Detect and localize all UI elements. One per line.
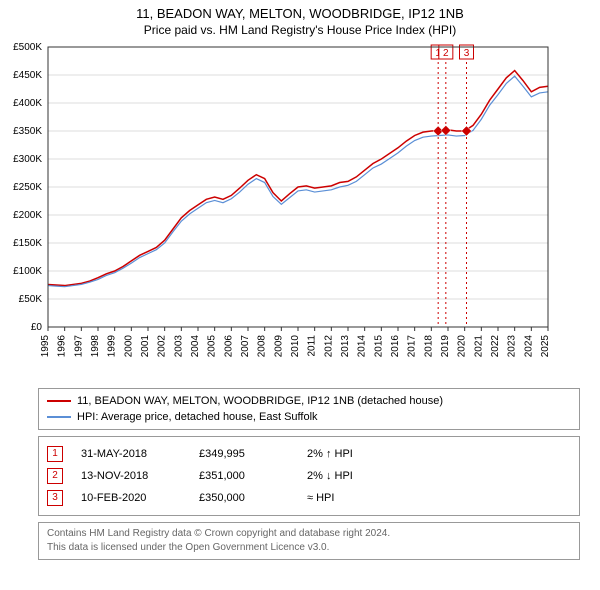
sale-price: £351,000 xyxy=(199,465,289,487)
svg-text:2013: 2013 xyxy=(340,335,351,358)
svg-text:2010: 2010 xyxy=(290,335,301,358)
svg-text:£400K: £400K xyxy=(13,98,42,109)
svg-text:2021: 2021 xyxy=(473,335,484,358)
sale-date: 10-FEB-2020 xyxy=(81,487,181,509)
svg-text:1998: 1998 xyxy=(90,335,101,358)
svg-text:1996: 1996 xyxy=(57,335,68,358)
legend-row: 11, BEADON WAY, MELTON, WOODBRIDGE, IP12… xyxy=(47,393,571,409)
sale-marker: 1 xyxy=(47,446,63,462)
legend-label: 11, BEADON WAY, MELTON, WOODBRIDGE, IP12… xyxy=(77,393,443,409)
svg-text:2022: 2022 xyxy=(490,335,501,358)
sale-price: £349,995 xyxy=(199,443,289,465)
svg-text:1999: 1999 xyxy=(107,335,118,358)
svg-text:£250K: £250K xyxy=(13,182,42,193)
sale-hpi: ≈ HPI xyxy=(307,487,397,509)
legend-swatch xyxy=(47,400,71,402)
legend-swatch xyxy=(47,416,71,418)
svg-text:2016: 2016 xyxy=(390,335,401,358)
sale-marker: 2 xyxy=(47,468,63,484)
title-subtitle: Price paid vs. HM Land Registry's House … xyxy=(0,23,600,37)
sale-row: 3 10-FEB-2020 £350,000 ≈ HPI xyxy=(47,487,571,509)
legend-box: 11, BEADON WAY, MELTON, WOODBRIDGE, IP12… xyxy=(38,388,580,430)
chart-titles: 11, BEADON WAY, MELTON, WOODBRIDGE, IP12… xyxy=(0,0,600,37)
svg-text:£50K: £50K xyxy=(19,294,43,305)
svg-text:£500K: £500K xyxy=(13,42,42,53)
svg-text:1997: 1997 xyxy=(73,335,84,358)
footer-line2: This data is licensed under the Open Gov… xyxy=(47,541,571,555)
svg-text:3: 3 xyxy=(464,48,470,59)
sale-date: 13-NOV-2018 xyxy=(81,465,181,487)
svg-text:2008: 2008 xyxy=(257,335,268,358)
sales-box: 1 31-MAY-2018 £349,995 2% ↑ HPI 2 13-NOV-2018… xyxy=(38,436,580,516)
svg-text:2024: 2024 xyxy=(523,335,534,358)
svg-text:2: 2 xyxy=(443,48,449,59)
svg-text:2001: 2001 xyxy=(140,335,151,358)
svg-text:2003: 2003 xyxy=(173,335,184,358)
svg-text:£200K: £200K xyxy=(13,210,42,221)
svg-text:2019: 2019 xyxy=(440,335,451,358)
svg-text:£150K: £150K xyxy=(13,238,42,249)
chart-container: 11, BEADON WAY, MELTON, WOODBRIDGE, IP12… xyxy=(0,0,600,560)
sale-hpi: 2% ↑ HPI xyxy=(307,443,397,465)
svg-text:2006: 2006 xyxy=(223,335,234,358)
svg-text:2007: 2007 xyxy=(240,335,251,358)
chart-area: £0 £50K £100K £150K £200K £250K £300K £350K £400… xyxy=(0,37,600,382)
title-address: 11, BEADON WAY, MELTON, WOODBRIDGE, IP12… xyxy=(0,6,600,21)
svg-text:£100K: £100K xyxy=(13,266,42,277)
footer-box: Contains HM Land Registry data © Crown c… xyxy=(38,522,580,560)
line-chart-svg: £0 £50K £100K £150K £200K £250K £300K £350K £400… xyxy=(0,37,560,377)
svg-text:2011: 2011 xyxy=(307,335,318,357)
svg-text:2002: 2002 xyxy=(157,335,168,358)
legend-row: HPI: Average price, detached house, East… xyxy=(47,409,571,425)
sale-row: 1 31-MAY-2018 £349,995 2% ↑ HPI xyxy=(47,443,571,465)
sale-date: 31-MAY-2018 xyxy=(81,443,181,465)
svg-text:2023: 2023 xyxy=(507,335,518,358)
sale-row: 2 13-NOV-2018 £351,000 2% ↓ HPI xyxy=(47,465,571,487)
sale-hpi: 2% ↓ HPI xyxy=(307,465,397,487)
svg-text:2005: 2005 xyxy=(207,335,218,358)
svg-text:2018: 2018 xyxy=(423,335,434,358)
svg-text:2017: 2017 xyxy=(407,335,418,358)
footer-line1: Contains HM Land Registry data © Crown c… xyxy=(47,527,571,541)
svg-text:2025: 2025 xyxy=(540,335,551,358)
svg-text:1995: 1995 xyxy=(40,335,51,358)
svg-text:£300K: £300K xyxy=(13,154,42,165)
svg-text:2004: 2004 xyxy=(190,335,201,358)
svg-text:2012: 2012 xyxy=(323,335,334,358)
legend-label: HPI: Average price, detached house, East… xyxy=(77,409,318,425)
svg-text:£350K: £350K xyxy=(13,126,42,137)
sale-price: £350,000 xyxy=(199,487,289,509)
svg-text:£450K: £450K xyxy=(13,70,42,81)
svg-text:2020: 2020 xyxy=(457,335,468,358)
svg-text:£0: £0 xyxy=(31,322,43,333)
svg-text:2014: 2014 xyxy=(357,335,368,358)
svg-text:2015: 2015 xyxy=(373,335,384,358)
svg-text:2009: 2009 xyxy=(273,335,284,358)
svg-text:2000: 2000 xyxy=(123,335,134,358)
sale-marker: 3 xyxy=(47,490,63,506)
